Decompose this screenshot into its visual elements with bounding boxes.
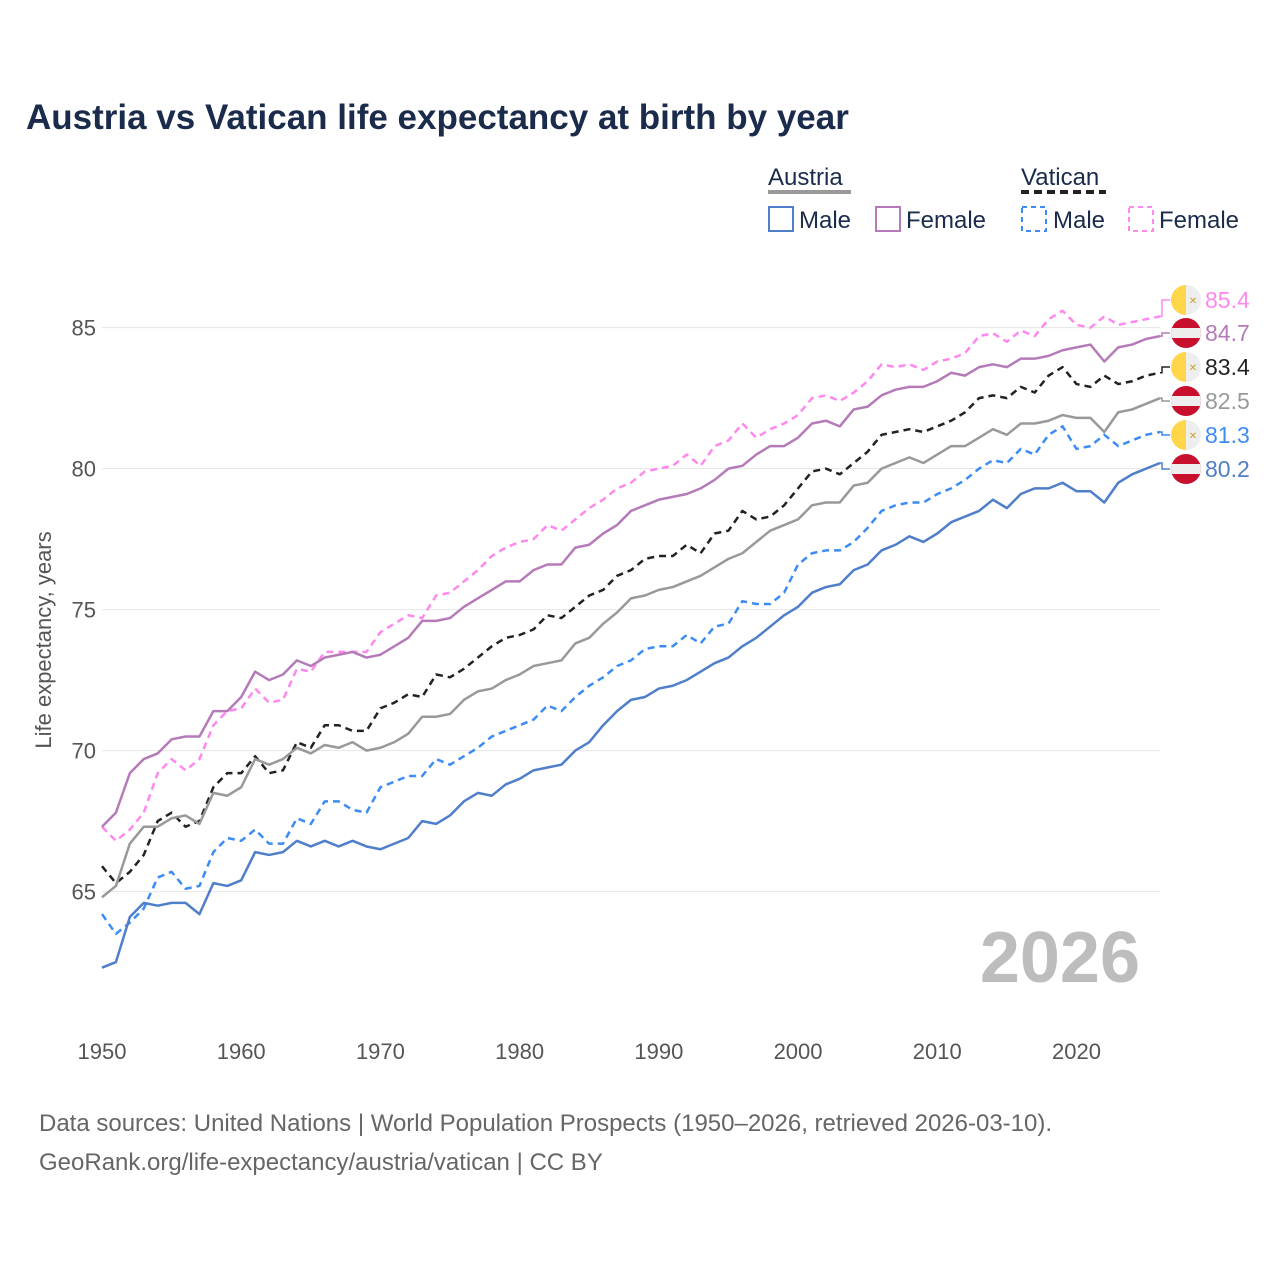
series-line-vatican-male bbox=[100, 425, 1161, 936]
y-tick-label: 75 bbox=[72, 598, 96, 623]
label-connector bbox=[1160, 397, 1170, 402]
y-tick-label: 70 bbox=[72, 739, 96, 764]
legend-group-vatican: Vatican bbox=[1021, 164, 1099, 191]
legend-austria-female-swatch bbox=[875, 206, 901, 232]
x-tick-label: 1960 bbox=[217, 1039, 266, 1064]
legend-vatican-female: Female bbox=[1159, 207, 1239, 234]
x-tick-label: 2020 bbox=[1052, 1039, 1101, 1064]
austria-flag-icon bbox=[1171, 318, 1201, 348]
footer-sources: Data sources: United Nations | World Pop… bbox=[39, 1110, 1052, 1137]
vatican-flag-icon: ✕ bbox=[1171, 352, 1201, 382]
end-value-label: 85.4 bbox=[1205, 287, 1250, 313]
legend-group-austria: Austria bbox=[768, 164, 843, 191]
legend-austria-male: Male bbox=[799, 207, 851, 234]
y-tick-label: 85 bbox=[72, 316, 96, 341]
series-line-vatican-female bbox=[101, 309, 1161, 843]
series-line-austria-total bbox=[101, 396, 1161, 899]
label-connector bbox=[1160, 462, 1170, 470]
series-line-austria-male bbox=[101, 461, 1161, 969]
legend-austria-male-swatch bbox=[768, 206, 794, 232]
end-value-label: 80.2 bbox=[1205, 456, 1250, 482]
legend-austria-female: Female bbox=[906, 207, 986, 234]
label-connector bbox=[1160, 299, 1170, 318]
vatican-flag-icon: ✕ bbox=[1171, 420, 1201, 450]
svg-text:✕: ✕ bbox=[1189, 431, 1197, 442]
label-connector bbox=[1160, 431, 1170, 436]
footer-url: GeoRank.org/life-expectancy/austria/vati… bbox=[39, 1149, 603, 1176]
x-tick-label: 1990 bbox=[634, 1039, 683, 1064]
svg-text:✕: ✕ bbox=[1189, 363, 1197, 374]
end-value-label: 83.4 bbox=[1205, 354, 1250, 380]
series-line-austria-female bbox=[101, 334, 1161, 828]
x-tick-label: 1970 bbox=[356, 1039, 405, 1064]
svg-text:✕: ✕ bbox=[1189, 296, 1197, 307]
label-connector bbox=[1160, 332, 1170, 337]
vatican-flag-icon: ✕ bbox=[1171, 285, 1201, 315]
end-value-label: 82.5 bbox=[1205, 388, 1250, 414]
chart-title: Austria vs Vatican life expectancy at bi… bbox=[26, 98, 849, 137]
legend: Austria Male Female Vatican Male Female bbox=[768, 164, 1239, 234]
y-axis-label: Life expectancy, years bbox=[31, 531, 56, 748]
end-value-label: 81.3 bbox=[1205, 422, 1250, 448]
x-tick-label: 2010 bbox=[913, 1039, 962, 1064]
austria-flag-icon bbox=[1171, 454, 1201, 484]
legend-vatican-female-swatch bbox=[1128, 206, 1154, 232]
x-tick-label: 1950 bbox=[78, 1039, 127, 1064]
y-tick-label: 80 bbox=[72, 457, 96, 482]
label-connector bbox=[1160, 366, 1170, 374]
series-line-vatican-total bbox=[101, 365, 1161, 885]
y-tick-label: 65 bbox=[72, 880, 96, 905]
end-value-label: 84.7 bbox=[1205, 320, 1250, 346]
austria-flag-icon bbox=[1171, 386, 1201, 416]
legend-vatican-male: Male bbox=[1053, 207, 1105, 234]
year-watermark: 2026 bbox=[980, 918, 1140, 998]
x-tick-label: 2000 bbox=[774, 1039, 823, 1064]
x-tick-label: 1980 bbox=[495, 1039, 544, 1064]
legend-vatican-male-swatch bbox=[1021, 206, 1047, 232]
